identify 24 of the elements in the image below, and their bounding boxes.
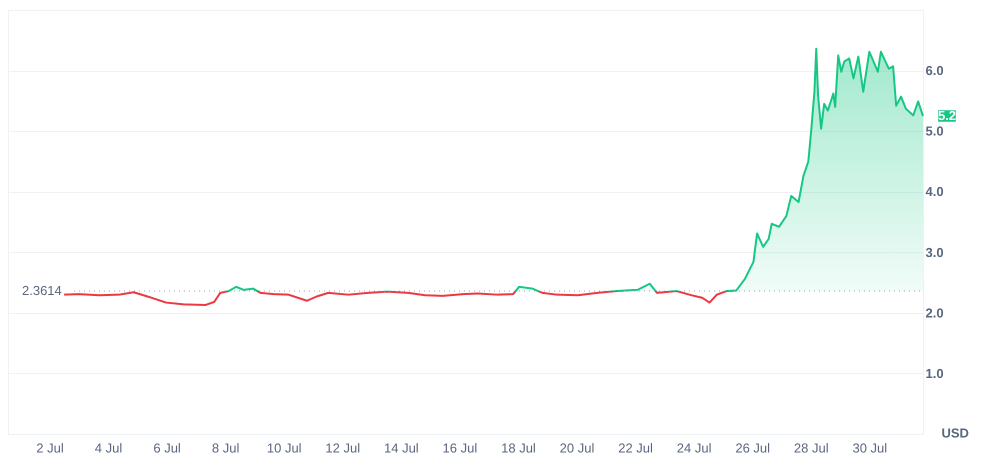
x-tick-label: 26 Jul (735, 440, 770, 456)
x-tick-label: 18 Jul (501, 440, 536, 456)
x-tick-label: 28 Jul (794, 440, 829, 456)
y-axis-title: USD (942, 426, 969, 440)
ref-line-label: 2.3614 (22, 282, 62, 298)
x-tick-label: 6 Jul (153, 440, 181, 456)
x-tick-label: 14 Jul (384, 440, 419, 456)
x-tick-label: 24 Jul (676, 440, 712, 456)
y-tick-label: 2.0 (926, 305, 944, 320)
x-tick-label: 10 Jul (266, 440, 302, 456)
annotation: 5.2 (938, 108, 956, 123)
x-tick-label: 4 Jul (94, 440, 122, 456)
x-tick-label: 22 Jul (618, 440, 654, 456)
y-tick-label: 1.0 (926, 366, 944, 381)
y-tick-label: 6.0 (926, 63, 944, 78)
x-tick-label: 2 Jul (36, 440, 64, 456)
y-tick-label: 4.0 (926, 184, 944, 200)
x-tick-label: 20 Jul (560, 440, 594, 456)
x-tick-label: 16 Jul (442, 440, 478, 456)
y-tick-label: 5.0 (926, 124, 944, 139)
y-tick-label: 3.0 (926, 244, 944, 260)
x-tick-label: 8 Jul (212, 440, 240, 456)
x-tick-label: 30 Jul (852, 440, 888, 456)
x-tick-label: 12 Jul (325, 440, 360, 456)
